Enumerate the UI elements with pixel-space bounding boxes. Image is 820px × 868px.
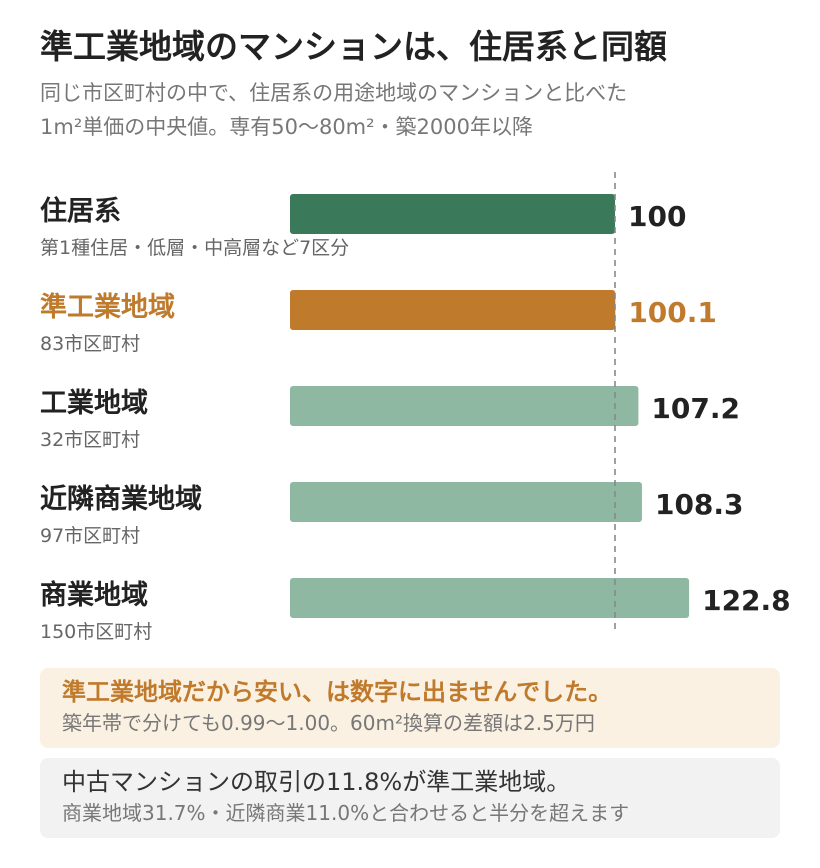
category-sublabel-row-5: 150市区町村: [40, 621, 152, 640]
bar-row-5: [290, 578, 690, 618]
category-sublabel-row-1: 第1種住居・低層・中高層など7区分: [40, 237, 349, 259]
callout-finding-body: 築年帯で分けても0.99〜1.00。60m²換算の差額は2.5万円: [62, 711, 595, 735]
category-label-row-3: 工業地域: [40, 388, 148, 419]
value-label-row-1: 100: [628, 200, 686, 233]
subtitle-line-2: 1m²単価の中央値。専有50〜80m²・築2000年以降: [40, 115, 533, 139]
subtitle-line-1: 同じ市区町村の中で、住居系の用途地域のマンションと比べた: [40, 81, 628, 105]
category-label-row-1: 住居系: [40, 195, 121, 227]
category-label-row-4: 近隣商業地域: [40, 484, 202, 515]
callout-finding-headline: 準工業地域だから安い、は数字に出ませんでした。: [62, 678, 613, 706]
category-label-row-2: 準工業地域: [40, 291, 175, 323]
value-label-row-2: 100.1: [628, 296, 717, 329]
callout-finding: 準工業地域だから安い、は数字に出ませんでした。 築年帯で分けても0.99〜1.0…: [40, 668, 780, 748]
callout-share: 中古マンションの取引の11.8%が準工業地域。 商業地域31.7%・近隣商業11…: [40, 758, 780, 838]
bar-row-1: [290, 194, 615, 234]
bar-row-2: [290, 290, 616, 330]
chart-subtitle: 同じ市区町村の中で、住居系の用途地域のマンションと比べた 1m²単価の中央値。専…: [40, 76, 627, 144]
value-label-row-3: 107.2: [651, 392, 740, 425]
category-sublabel-row-3: 32市区町村: [40, 429, 140, 451]
category-sublabel-row-4: 97市区町村: [40, 525, 140, 547]
category-label-row-5: 商業地域: [40, 580, 148, 611]
callout-share-body: 商業地域31.7%・近隣商業11.0%と合わせると半分を超えます: [62, 801, 630, 825]
bar-row-3: [290, 386, 639, 426]
value-label-row-4: 108.3: [655, 488, 744, 521]
category-sublabel-row-2: 83市区町村: [40, 333, 140, 355]
value-label-row-5: 122.8: [702, 584, 791, 617]
chart-title: 準工業地域のマンションは、住居系と同額: [40, 27, 667, 66]
bar-row-4: [290, 482, 642, 522]
callout-share-headline: 中古マンションの取引の11.8%が準工業地域。: [62, 768, 571, 796]
